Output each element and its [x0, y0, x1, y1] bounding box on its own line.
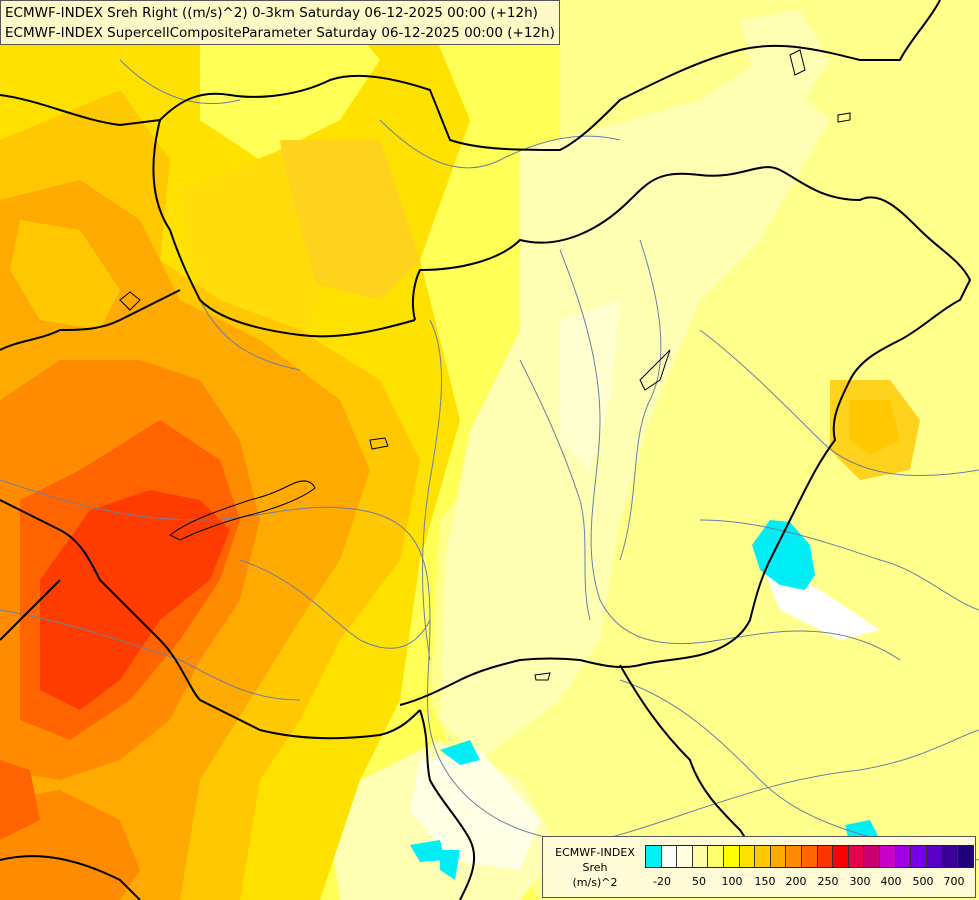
- legend-unit: (m/s)^2: [572, 876, 618, 889]
- legend-tick-label: 250: [817, 875, 839, 888]
- legend-tick-label: 400: [880, 875, 902, 888]
- map-title-box: ECMWF-INDEX Sreh Right ((m/s)^2) 0-3km S…: [0, 0, 560, 45]
- legend-swatch: [661, 846, 678, 867]
- legend-swatch: [817, 846, 834, 867]
- legend-color-bar: [645, 845, 975, 868]
- legend-swatch: [942, 846, 958, 867]
- legend-tick-label: 300: [849, 875, 871, 888]
- legend-param: Sreh: [582, 861, 608, 874]
- legend-swatch: [723, 846, 740, 867]
- legend-labels: ECMWF-INDEX Sreh (m/s)^2: [549, 845, 641, 890]
- legend-swatch: [801, 846, 818, 867]
- color-legend: ECMWF-INDEX Sreh (m/s)^2 -20 50 100 150 200 2…: [542, 836, 976, 898]
- legend-swatch: [848, 846, 865, 867]
- legend-swatch: [864, 846, 880, 867]
- legend-swatch: [786, 846, 802, 867]
- rivers: [0, 59, 979, 861]
- title-line-1: ECMWF-INDEX Sreh Right ((m/s)^2) 0-3km S…: [5, 5, 538, 21]
- legend-swatch: [755, 846, 771, 867]
- legend-tick-label: -20: [653, 875, 671, 888]
- legend-swatch: [833, 846, 849, 867]
- legend-swatch: [677, 846, 693, 867]
- legend-model: ECMWF-INDEX: [555, 846, 635, 859]
- legend-tick-label: 200: [785, 875, 807, 888]
- legend-swatch: [692, 846, 709, 867]
- title-line-2: ECMWF-INDEX SupercellCompositeParameter …: [5, 25, 555, 41]
- legend-swatch: [770, 846, 787, 867]
- legend-swatch: [926, 846, 943, 867]
- legend-swatch: [646, 846, 662, 867]
- legend-tick-label: 100: [721, 875, 743, 888]
- legend-tick-label: 150: [754, 875, 776, 888]
- legend-swatch: [739, 846, 756, 867]
- legend-swatch: [957, 846, 974, 867]
- legend-swatch: [879, 846, 896, 867]
- legend-ticks: -20 50 100 150 200 250 300 400 500 700: [645, 875, 975, 889]
- legend-tick-label: 500: [912, 875, 934, 888]
- legend-swatch: [708, 846, 724, 867]
- legend-tick-label: 700: [943, 875, 965, 888]
- legend-swatch: [911, 846, 927, 867]
- legend-swatch: [895, 846, 912, 867]
- legend-tick-label: 50: [692, 875, 706, 888]
